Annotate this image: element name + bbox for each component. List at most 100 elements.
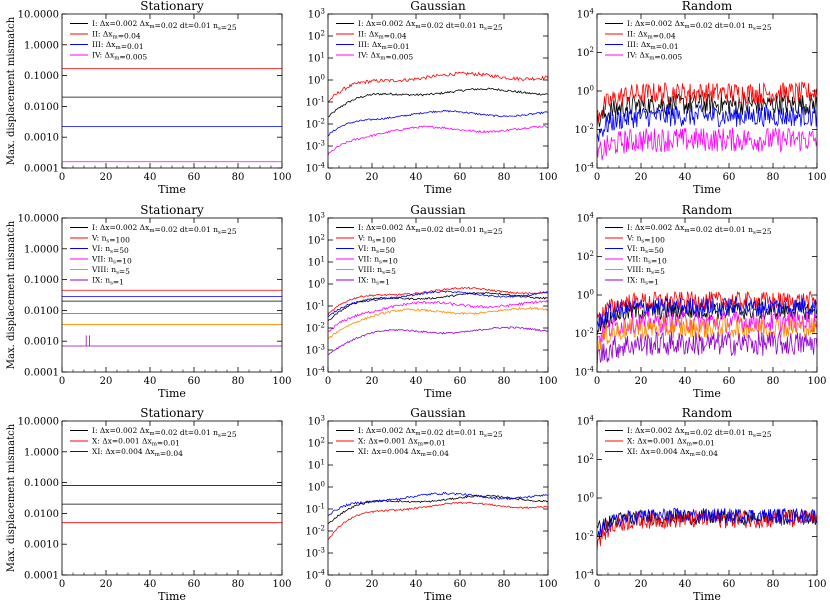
y-tick-label: 10-1 (305, 300, 325, 313)
legend: I: Δx=0.002 Δxm=0.02 dt=0.01 ns=25V: ns=… (70, 223, 237, 287)
y-tick-label: 103 (308, 8, 325, 21)
x-tick-label: 40 (679, 172, 692, 183)
x-tick-label: 60 (188, 172, 201, 183)
legend-label: IX: ns=1 (92, 276, 124, 287)
x-tick-label: 0 (325, 579, 331, 590)
x-tick-label: 20 (100, 579, 113, 590)
series-line-1 (328, 71, 548, 103)
legend-label: I: Δx=0.002 Δxm=0.02 dt=0.01 ns=25 (92, 426, 237, 439)
x-tick-label: 40 (679, 376, 692, 387)
x-axis-label: Time (693, 387, 721, 400)
legend-label: I: Δx=0.002 Δxm=0.02 dt=0.01 ns=25 (92, 223, 237, 236)
series-line-1 (597, 81, 817, 123)
chart-panel-6: Stationary 0 20 40 60 80 100 0.0001 0.0010 0.0100… (6, 406, 292, 603)
y-tick-label: 100 (308, 481, 325, 494)
x-tick-label: 0 (325, 172, 331, 183)
legend-label: IV: Δxm=0.005 (92, 51, 147, 62)
series-line-0 (328, 87, 548, 118)
legend-label: I: Δx=0.002 Δxm=0.02 dt=0.01 ns=25 (358, 19, 503, 32)
x-tick-label: 100 (538, 172, 557, 183)
x-tick-label: 20 (366, 579, 379, 590)
x-tick-label: 60 (454, 376, 467, 387)
series-group (62, 289, 282, 347)
y-tick-label: 10-3 (305, 140, 325, 153)
chart-title: Random (682, 203, 733, 217)
x-axis-label: Time (424, 590, 452, 603)
x-axis-label: Time (424, 183, 452, 196)
x-tick-label: 80 (232, 579, 245, 590)
series-line-2 (328, 109, 548, 137)
y-tick-label: 102 (308, 437, 325, 450)
legend-label: VIII: ns=5 (91, 265, 130, 276)
y-tick-label: 101 (308, 459, 325, 472)
x-tick-label: 40 (410, 579, 423, 590)
legend-label: II: Δxm=0.04 (92, 30, 141, 41)
y-axis-label: Max. displacement mismatch (6, 220, 17, 369)
y-tick-label: 10-4 (574, 366, 594, 379)
y-tick-label: 10.0000 (18, 214, 59, 225)
legend-label: III: Δxm=0.01 (92, 40, 144, 51)
series-line-5 (328, 326, 548, 355)
legend-label: X: Δx=0.001 Δxm=0.01 (92, 437, 180, 448)
series-line-3 (328, 299, 548, 333)
y-tick-label: 0.1000 (24, 478, 59, 489)
y-tick-label: 104 (577, 8, 595, 21)
y-tick-label: 10-2 (574, 327, 594, 340)
y-tick-label: 100 (577, 492, 594, 505)
series-line-1 (328, 501, 548, 540)
legend-label: I: Δx=0.002 Δxm=0.02 dt=0.01 ns=25 (358, 223, 503, 236)
x-axis-label: Time (693, 590, 721, 603)
series-line-1 (597, 290, 817, 325)
y-tick-label: 102 (577, 453, 594, 466)
x-axis-label: Time (158, 387, 186, 400)
legend-label: VI: ns=50 (357, 244, 395, 255)
legend-label: VII: ns=10 (626, 255, 667, 266)
x-tick-label: 40 (144, 579, 157, 590)
chart-panel-8: Random 0 20 40 60 80 100 10-4 10-2 100 102 104 Time I… (574, 406, 826, 603)
y-tick-label: 0.1000 (24, 71, 59, 82)
y-tick-label: 100 (577, 289, 594, 302)
legend-label: I: Δx=0.002 Δxm=0.02 dt=0.01 ns=25 (627, 19, 772, 32)
x-tick-label: 20 (635, 579, 648, 590)
legend-label: IX: ns=1 (358, 276, 390, 287)
x-tick-label: 100 (272, 579, 291, 590)
y-tick-label: 1.0000 (24, 40, 59, 51)
y-tick-label: 10-3 (305, 547, 325, 560)
y-tick-label: 10-2 (574, 123, 594, 136)
chart-title: Stationary (140, 0, 204, 13)
legend-label: I: Δx=0.002 Δxm=0.02 dt=0.01 ns=25 (92, 19, 237, 32)
x-tick-label: 0 (594, 579, 600, 590)
x-tick-label: 80 (498, 579, 511, 590)
chart-title: Stationary (140, 203, 204, 217)
x-tick-label: 20 (635, 172, 648, 183)
chart-title: Random (682, 406, 733, 420)
series-group (597, 507, 817, 551)
y-tick-label: 100 (308, 74, 325, 87)
chart-title: Gaussian (410, 0, 466, 13)
x-axis-label: Time (158, 590, 186, 603)
y-tick-label: 10-1 (305, 503, 325, 516)
y-tick-label: 0.0001 (24, 164, 59, 175)
x-tick-label: 0 (325, 376, 331, 387)
x-axis-label: Time (158, 183, 186, 196)
x-tick-label: 100 (538, 376, 557, 387)
y-tick-label: 0.0100 (24, 306, 59, 317)
y-tick-label: 101 (308, 256, 325, 269)
series-line-2 (328, 290, 548, 318)
x-tick-label: 60 (454, 172, 467, 183)
legend-label: VIII: ns=5 (626, 265, 665, 276)
chart-title: Stationary (140, 406, 204, 420)
y-tick-label: 104 (577, 212, 595, 225)
legend-label: V: ns=100 (626, 234, 665, 245)
x-tick-label: 0 (59, 579, 65, 590)
series-group (328, 286, 548, 355)
x-tick-label: 100 (272, 172, 291, 183)
x-tick-label: 80 (232, 376, 245, 387)
y-tick-label: 10-4 (305, 569, 325, 582)
x-tick-label: 40 (144, 172, 157, 183)
legend: I: Δx=0.002 Δxm=0.02 dt=0.01 ns=25X: Δx=… (605, 426, 772, 458)
y-tick-label: 0.0100 (24, 102, 59, 113)
